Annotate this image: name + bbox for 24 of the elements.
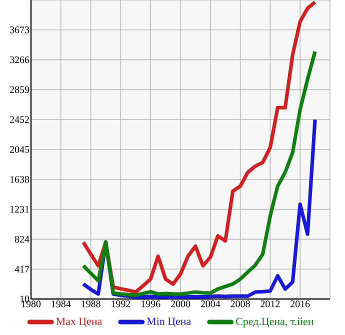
y-tick-label: 3266 <box>10 56 30 64</box>
x-tick-label: 1980 <box>22 300 41 308</box>
x-tick-label: 1996 <box>142 300 160 308</box>
legend-label: Min Цена <box>146 318 191 328</box>
y-tick-label: 417 <box>14 266 30 272</box>
y-tick-label: 824 <box>14 236 30 243</box>
legend-label: Сред.Цена, т.йен <box>236 318 314 328</box>
x-tick-label: 1988 <box>82 300 100 308</box>
y-tick-label: 3673 <box>10 26 30 34</box>
x-tick-label: 2012 <box>260 300 280 308</box>
legend-label: Max Цена <box>56 318 102 328</box>
y-tick-label: 1231 <box>10 206 29 213</box>
x-tick-label: 2008 <box>230 300 250 308</box>
x-tick-label: 2000 <box>170 300 190 308</box>
x-tick-label: 2016 <box>290 300 310 308</box>
y-tick-label: 1638 <box>10 176 30 183</box>
line-series <box>82 50 317 297</box>
y-tick-label: 2859 <box>10 86 30 94</box>
x-tick-label: 1984 <box>52 300 71 308</box>
y-tick-label: 2045 <box>10 146 30 153</box>
x-tick-label: 1992 <box>112 300 130 308</box>
x-tick-label: 2004 <box>200 300 220 308</box>
y-tick-label: 10 <box>20 296 30 302</box>
y-tick-label: 2452 <box>10 116 29 123</box>
